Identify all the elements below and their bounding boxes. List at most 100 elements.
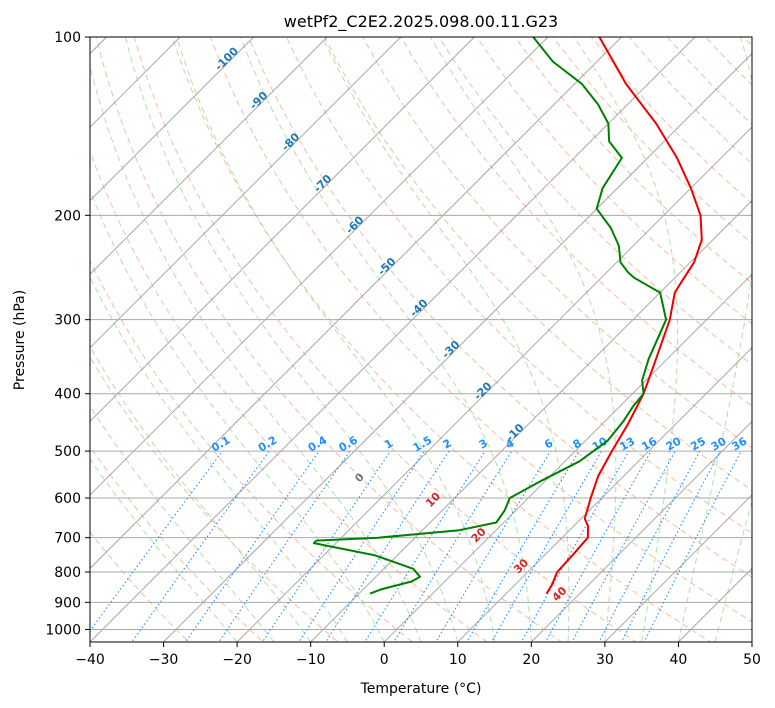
isotherm-line bbox=[90, 37, 549, 496]
plot-series bbox=[312, 37, 703, 595]
plot-background-lines bbox=[90, 37, 752, 642]
isotherm-line bbox=[90, 37, 696, 642]
isotherm-line bbox=[457, 347, 752, 642]
moist-adiabat-line bbox=[90, 405, 275, 642]
dry-adiabat-line bbox=[209, 37, 752, 623]
y-tick-label: 500 bbox=[54, 444, 81, 460]
y-axis: 100 200 300 400 500 600 700 800 900 1000 bbox=[45, 30, 90, 638]
moist-adiabat-line bbox=[677, 37, 752, 642]
mixing-ratio-line bbox=[393, 450, 513, 642]
dry-adiabat-line bbox=[743, 37, 752, 47]
mixing-ratio-line bbox=[491, 450, 603, 642]
isotherm-line bbox=[163, 52, 752, 642]
moist-adiabat-line bbox=[90, 275, 348, 642]
x-tick-label: 10 bbox=[449, 652, 467, 668]
mixing-ratio-line bbox=[218, 450, 351, 642]
isotherm-label: -90 bbox=[247, 89, 270, 112]
x-tick-label: 20 bbox=[522, 652, 540, 668]
isotherm-line bbox=[90, 37, 402, 349]
y-tick-label: 600 bbox=[54, 491, 81, 507]
mixing-ratio-line bbox=[90, 450, 223, 632]
mixing-ratio-line bbox=[298, 450, 425, 642]
isotherm-label: -70 bbox=[311, 172, 334, 195]
temperature-profile-line bbox=[545, 37, 703, 595]
y-tick-label: 300 bbox=[54, 313, 81, 329]
y-tick-label: 700 bbox=[54, 531, 81, 547]
x-tick-label: 40 bbox=[670, 652, 688, 668]
isotherm-line bbox=[90, 37, 254, 202]
x-tick-label: −40 bbox=[75, 652, 105, 668]
moist-adiabat-line bbox=[322, 37, 570, 642]
y-tick-label: 200 bbox=[54, 208, 81, 224]
moist-adiabat-line bbox=[573, 37, 679, 642]
isotherm-label: -80 bbox=[279, 130, 302, 153]
moist-adiabat-line bbox=[90, 458, 238, 642]
moist-adiabat-line bbox=[429, 37, 617, 642]
y-tick-label: 100 bbox=[54, 30, 81, 46]
isotherm-line bbox=[90, 37, 328, 275]
isotherm-label: -20 bbox=[471, 379, 494, 402]
dry-adiabat-line bbox=[400, 37, 752, 407]
y-tick-label: 800 bbox=[54, 565, 81, 581]
dewpoint-profile-line bbox=[312, 37, 668, 595]
mixing-ratio-line bbox=[598, 450, 701, 642]
dry-adiabat-line bbox=[438, 37, 752, 366]
x-tick-label: 30 bbox=[596, 652, 614, 668]
isotherm-line bbox=[531, 420, 752, 642]
dry-adiabat-line bbox=[90, 259, 414, 642]
mixing-ratio-line bbox=[325, 450, 450, 642]
isotherm-label: -40 bbox=[407, 296, 430, 319]
mixing-ratio-line bbox=[544, 450, 652, 642]
x-tick-label: 0 bbox=[380, 652, 389, 668]
mixing-ratio-line bbox=[261, 450, 391, 642]
isotherm-line bbox=[90, 37, 622, 570]
dry-adiabat-line bbox=[324, 37, 752, 491]
moist-adiabat-line bbox=[125, 37, 459, 642]
dry-adiabat-line bbox=[628, 37, 752, 165]
moist-adiabat-line bbox=[176, 37, 496, 642]
dry-adiabat-line bbox=[286, 37, 752, 534]
mixing-ratio-line bbox=[466, 450, 580, 642]
moist-adiabat-line bbox=[714, 498, 752, 642]
mixing-ratio-line bbox=[620, 450, 721, 642]
isotherm-label: -30 bbox=[439, 338, 462, 361]
y-tick-label: 1000 bbox=[45, 622, 81, 638]
wetbulb-label: 0 bbox=[352, 470, 367, 485]
isotherm-line bbox=[90, 37, 475, 422]
x-tick-label: −10 bbox=[296, 652, 326, 668]
isotherm-line bbox=[604, 494, 752, 642]
dry-adiabat-line bbox=[590, 37, 752, 204]
isotherm-line bbox=[383, 273, 752, 642]
isotherm-line bbox=[751, 641, 752, 642]
mixing-ratio-line bbox=[131, 450, 270, 642]
mixing-ratio-label: 2 bbox=[441, 437, 454, 452]
moist-adiabat-line bbox=[90, 64, 422, 642]
moist-adiabat-line bbox=[240, 37, 532, 642]
isotherm-label: -60 bbox=[343, 213, 366, 236]
x-tick-label: −20 bbox=[222, 652, 252, 668]
dry-adiabat-line bbox=[362, 37, 752, 449]
y-tick-label: 900 bbox=[54, 595, 81, 611]
mixing-ratio-line bbox=[643, 450, 742, 642]
wetbulb-label: 10 bbox=[423, 490, 443, 510]
x-axis: −40 −30 −20 −10 0 10 20 30 40 50 bbox=[75, 642, 761, 668]
plot-frame bbox=[89, 36, 753, 643]
mixing-ratio-label: 6 bbox=[542, 436, 555, 451]
mixing-ratio-line bbox=[364, 450, 486, 642]
chart-title: wetPf2_C2E2.2025.098.00.11.G23 bbox=[284, 12, 558, 32]
moist-adiabat-line bbox=[90, 345, 312, 642]
isotherm-label: -100 bbox=[212, 44, 241, 73]
mixing-ratio-line bbox=[571, 450, 676, 642]
moist-adiabat-line bbox=[90, 188, 385, 642]
isotherm-line bbox=[310, 200, 752, 642]
x-tick-label: −30 bbox=[149, 652, 179, 668]
mixing-ratio-line bbox=[435, 450, 551, 642]
wetbulb-label: 40 bbox=[550, 584, 570, 604]
y-tick-label: 400 bbox=[54, 387, 81, 403]
dry-adiabat-line bbox=[552, 37, 752, 244]
x-axis-label: Temperature (°C) bbox=[360, 681, 482, 697]
dry-adiabat-line bbox=[90, 356, 339, 642]
isotherm-label: -50 bbox=[375, 255, 398, 278]
x-tick-label: 50 bbox=[743, 652, 761, 668]
